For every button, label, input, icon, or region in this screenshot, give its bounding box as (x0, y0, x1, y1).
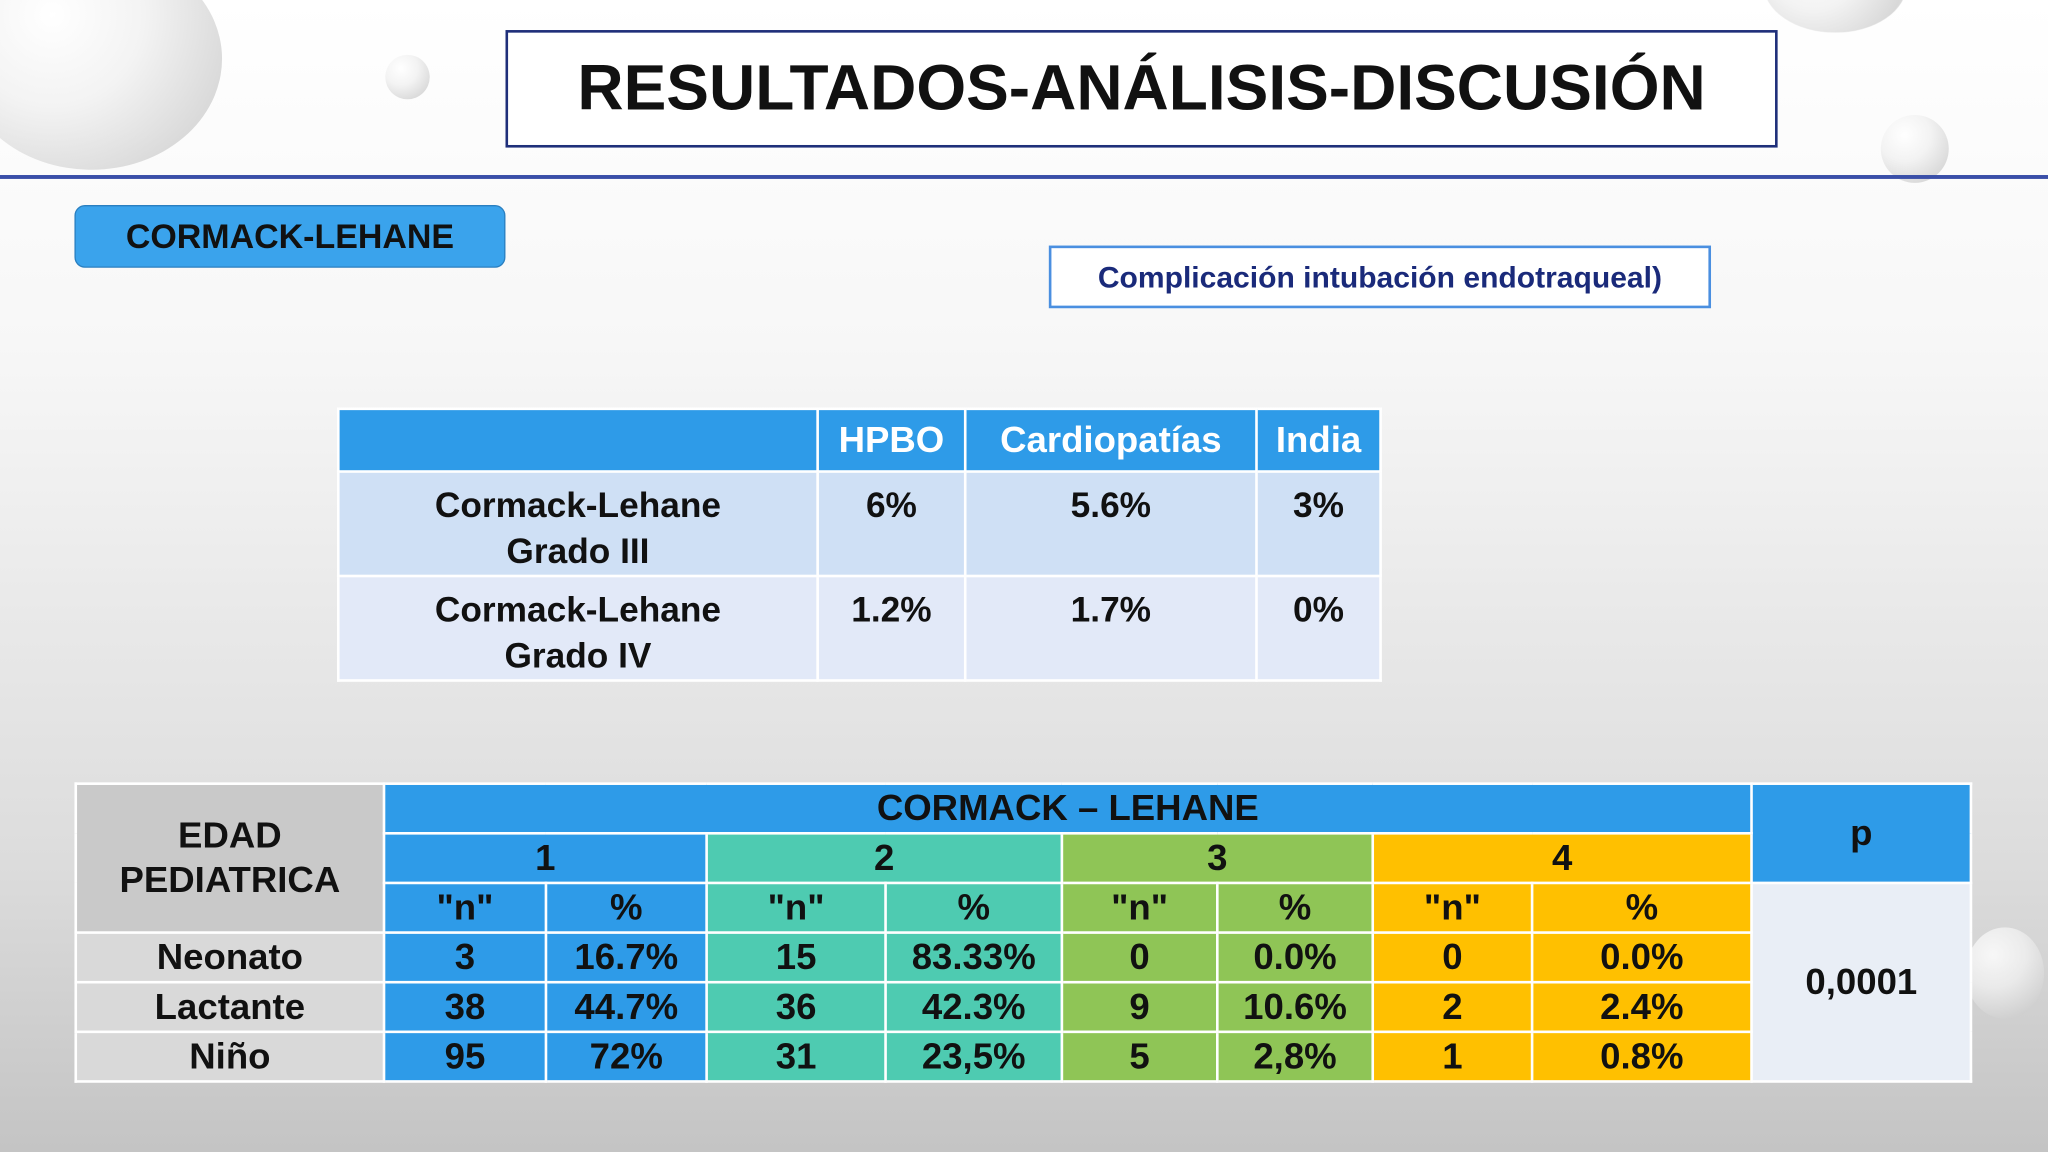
grade-header: 1 (382, 831, 708, 885)
sub-header: "n" (382, 881, 548, 934)
grade-header: 3 (1060, 831, 1375, 885)
row-label: Cormack-Lehane Grado IV (336, 574, 819, 682)
cell: 38 (382, 980, 548, 1034)
cell: 0 (1060, 931, 1219, 984)
sub-header: "n" (1371, 881, 1534, 934)
cell: 44.7% (544, 980, 708, 1034)
comparison-table: HPBO Cardiopatías India Cormack-Lehane Gra… (336, 407, 1382, 682)
header-cell: Cardiopatías (963, 407, 1258, 473)
cell: 83.33% (884, 931, 1064, 984)
header-cell: India (1255, 407, 1382, 473)
cell: 0.0% (1215, 931, 1375, 984)
cell: 23,5% (884, 1030, 1064, 1083)
cell: 2,8% (1215, 1030, 1375, 1083)
cell: 15 (705, 931, 887, 984)
cell: 1 (1371, 1030, 1534, 1083)
cell: 10.6% (1215, 980, 1375, 1034)
cell: 5.6% (963, 470, 1258, 578)
cell: 1.2% (816, 574, 967, 682)
sub-header: % (884, 881, 1064, 934)
cell: 16.7% (544, 931, 708, 984)
header-cell (336, 407, 819, 473)
cell: 5 (1060, 1030, 1219, 1083)
row-label: Niño (74, 1030, 386, 1083)
header-rule (0, 175, 2048, 179)
cell: 2 (1371, 980, 1534, 1034)
grade-header: 2 (705, 831, 1064, 885)
decor-drop (1763, 0, 1907, 33)
slide-title: RESULTADOS-ANÁLISIS-DISCUSIÓN (505, 30, 1778, 148)
note-box: Complicación intubación endotraqueal) (1048, 245, 1712, 309)
grade-header: 4 (1371, 831, 1753, 885)
cell: 3% (1255, 470, 1382, 578)
decor-drop (1880, 114, 1949, 183)
cell: 36 (705, 980, 887, 1034)
cell: 42.3% (884, 980, 1064, 1034)
cell: 0.0% (1530, 931, 1753, 984)
cell: 31 (705, 1030, 887, 1083)
table-body: EDAD PEDIATRICA CORMACK – LEHANE p 1 2 3 4 "n"%… (74, 782, 1973, 1083)
table-row: Niño 95 72% 31 23,5% 5 2,8% 1 0.8% (74, 1030, 1971, 1083)
header-cell: HPBO (816, 407, 967, 473)
table-row: EDAD PEDIATRICA CORMACK – LEHANE p (74, 782, 1973, 934)
cell: 0 (1371, 931, 1534, 984)
cell: 3 (382, 931, 548, 984)
table-row: Neonato 3 16.7% 15 83.33% 0 0.0% 0 0.0% (74, 931, 1971, 984)
cell: 72% (544, 1030, 708, 1083)
sub-header: % (544, 881, 708, 934)
table-row: "n"% "n"% "n"% "n"% 0,0001 (76, 881, 1973, 1083)
p-value: 0,0001 (1750, 881, 1973, 1083)
age-table: EDAD PEDIATRICA CORMACK – LEHANE p 1 2 3 4 "n"%… (74, 782, 1973, 1083)
cell: 0.8% (1530, 1030, 1753, 1083)
group-header: CORMACK – LEHANE (382, 782, 1753, 835)
cell: 2.4% (1530, 980, 1753, 1034)
cell: 95 (382, 1030, 548, 1083)
row-label: Neonato (74, 931, 386, 984)
sub-header: "n" (705, 881, 887, 934)
decor-drop (385, 54, 430, 100)
corner-header: EDAD PEDIATRICA (74, 782, 386, 934)
row-label: Cormack-Lehane Grado III (336, 470, 819, 578)
cell: 0% (1255, 574, 1382, 682)
sub-header: % (1215, 881, 1375, 934)
decor-drop (0, 0, 223, 170)
decor-drop (1965, 927, 2045, 1019)
cell: 9 (1060, 980, 1219, 1034)
table-row: Lactante 38 44.7% 36 42.3% 9 10.6% 2 2.4% (74, 980, 1971, 1034)
cell: 6% (816, 470, 967, 578)
row-label: Lactante (74, 980, 386, 1034)
sub-header: "n" (1060, 881, 1219, 934)
section-badge: CORMACK-LEHANE (74, 205, 506, 268)
sub-header: % (1530, 881, 1753, 934)
p-header: p (1750, 782, 1973, 885)
cell: 1.7% (963, 574, 1258, 682)
